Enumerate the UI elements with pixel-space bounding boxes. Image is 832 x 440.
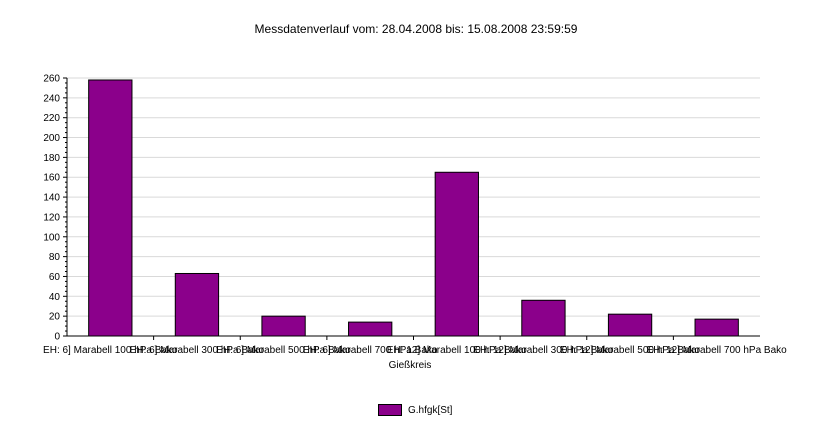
y-tick-label: 60	[49, 272, 61, 283]
y-tick-label: 200	[43, 133, 60, 144]
legend-swatch	[378, 404, 402, 416]
bar	[174, 272, 220, 337]
y-tick-label: 40	[49, 292, 61, 303]
chart-title: Messdatenverlauf vom: 28.04.2008 bis: 15…	[254, 22, 578, 36]
bar	[607, 313, 653, 337]
y-tick-label: 20	[49, 312, 61, 323]
x-axis-label: Gießkreis	[389, 360, 432, 371]
y-tick-label: 100	[43, 232, 60, 243]
y-tick-label: 160	[43, 173, 60, 184]
y-tick-label: 240	[43, 93, 60, 104]
x-tick-label: EH: 12] Marabell 700 hPa Bako	[647, 345, 788, 356]
y-tick-label: 140	[43, 193, 60, 204]
gridlines	[67, 77, 760, 317]
bar	[261, 315, 306, 337]
y-tick-label: 0	[54, 332, 60, 343]
bars	[88, 79, 739, 337]
y-tick-label: 80	[49, 252, 61, 263]
x-tick-label: EH: 6] Marabell 300 hPa Bako	[130, 345, 265, 356]
x-tick-label: EH: 6] Marabell 700 hPa Bako	[303, 345, 438, 356]
x-tick-label: EH: 6] Marabell 500 hPa Bako	[216, 345, 351, 356]
bar	[694, 318, 739, 337]
y-tick-label: 120	[43, 212, 60, 223]
y-tick-labels: 0 20 40 60 80 100 120 140 160 180 200 220 240 260	[43, 74, 60, 343]
x-tick-label: EH: 6] Marabell 100 hPa Bako	[43, 345, 178, 356]
legend: G.hfgk[St]	[378, 403, 452, 417]
y-tick-label: 260	[43, 74, 60, 85]
x-tick-label: EH: 12] Marabell 100 hPa Bako	[387, 345, 528, 356]
y-tick-label: 180	[43, 153, 60, 164]
y-tick-label: 220	[43, 113, 60, 124]
axes	[63, 77, 760, 340]
legend-label: G.hfgk[St]	[408, 404, 453, 416]
bar	[88, 79, 133, 337]
x-tick-label: EH: 12] Marabell 300 hPa Bako	[473, 345, 614, 356]
bar	[434, 171, 479, 337]
bar	[521, 299, 566, 337]
x-tick-label: EH: 12] Marabell 500 hPa Bako	[560, 345, 701, 356]
bar	[348, 321, 393, 337]
